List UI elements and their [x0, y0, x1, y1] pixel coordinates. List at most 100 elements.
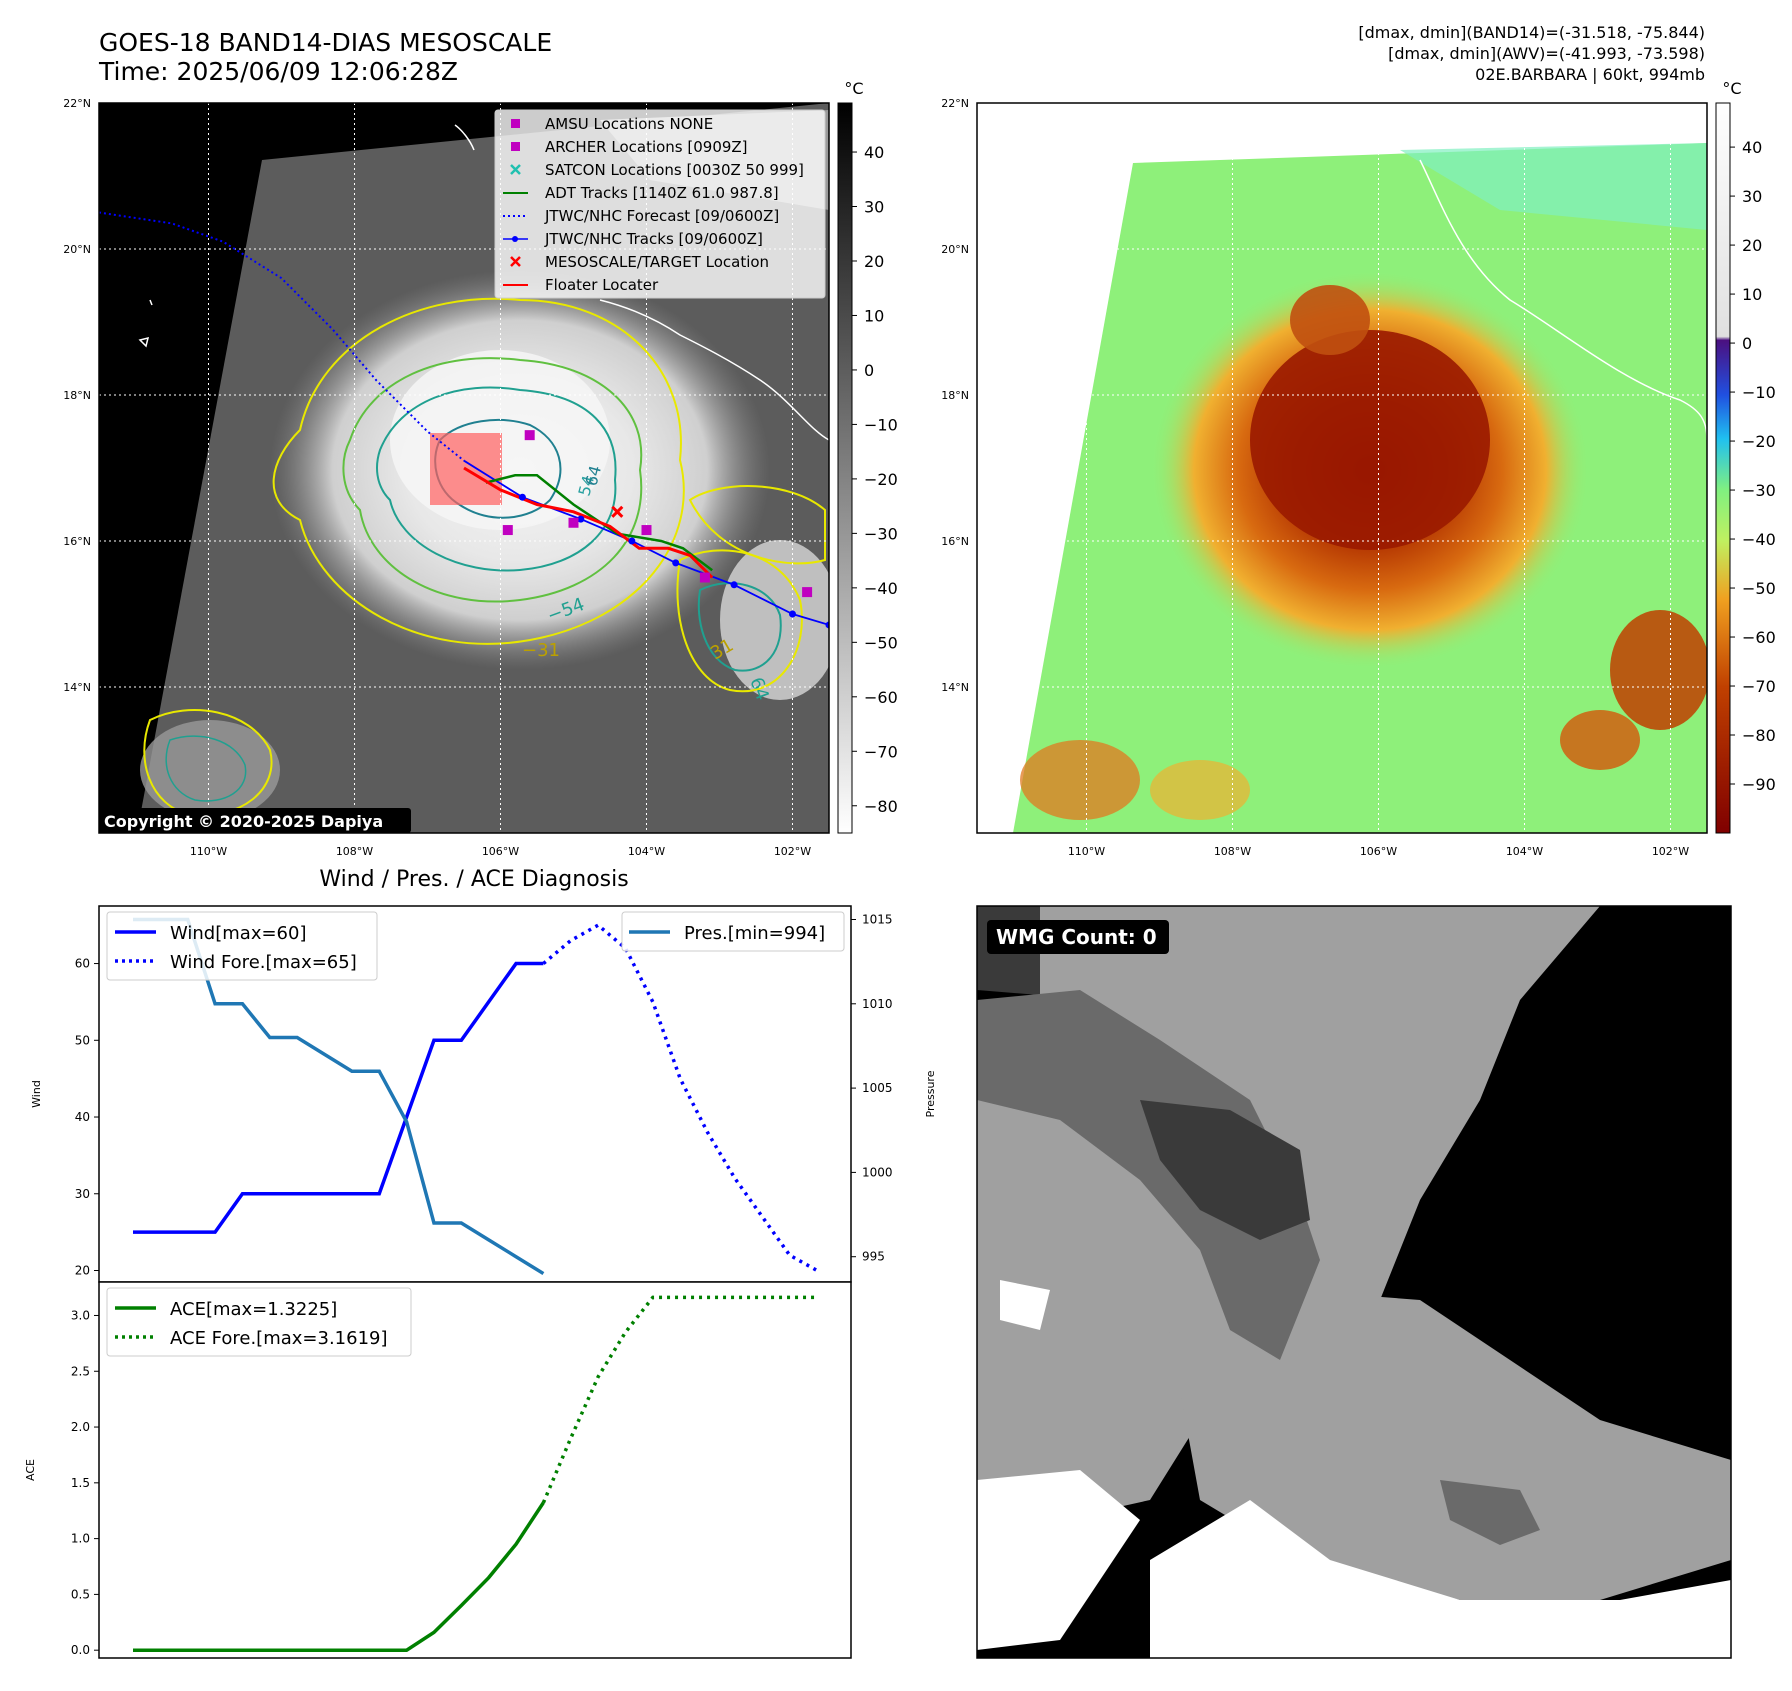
- legend-item: Floater Locater: [503, 276, 659, 294]
- wv-frame: [976, 102, 1708, 834]
- colorbar-tick-label: −80: [864, 797, 898, 816]
- legend-ace-fore: ACE Fore.[max=3.1619]: [170, 1328, 388, 1349]
- legend-label: AMSU Locations NONE: [545, 115, 713, 133]
- legend-ace: ACE[max=1.3225]: [170, 1299, 337, 1320]
- ir-markers: [502, 430, 829, 629]
- lon-tick-label: 110°W: [190, 845, 227, 858]
- wind-tick-label: 20: [75, 1263, 90, 1277]
- wmg-count: WMG Count: 0: [996, 925, 1157, 949]
- legend-box: [494, 109, 826, 299]
- lat-tick-label: 22°N: [63, 97, 91, 110]
- contour-label-64: 64: [582, 463, 606, 488]
- ir-coastline: [599, 299, 829, 441]
- lat-tick-label: 18°N: [941, 389, 969, 402]
- legend-item: AMSU Locations NONE: [511, 115, 713, 133]
- lon-tick-label: 104°W: [628, 845, 665, 858]
- contour-minus31: [272, 297, 685, 645]
- lon-tick-label: 110°W: [1068, 845, 1105, 858]
- floater-track: [463, 466, 714, 579]
- colorbar-tick-label: 0: [1742, 334, 1752, 353]
- legend-label: Floater Locater: [545, 276, 659, 294]
- series-line: [133, 961, 544, 1234]
- ace-tick-label: 0.0: [71, 1643, 90, 1657]
- colorbar-tick-label: −70: [864, 742, 898, 761]
- ace-tick-label: 2.0: [71, 1420, 90, 1434]
- archer-marker: [524, 430, 535, 441]
- wmg-panel: WMG Count: 0: [976, 905, 1732, 1659]
- lon-tick-label: 102°W: [1652, 845, 1689, 858]
- legend-wind: Wind[max=60]: [170, 923, 307, 944]
- ir-map-panel: 54 64 −31 −54 31 64 AMSU Locations NONEA…: [63, 79, 898, 858]
- lat-tick-label: 18°N: [63, 389, 91, 402]
- wmg-frame: [976, 905, 1732, 1659]
- lon-tick-label: 102°W: [774, 845, 811, 858]
- legend-label: ARCHER Locations [0909Z]: [545, 138, 748, 156]
- ace-legend: [106, 1287, 412, 1357]
- colorbar-tick-label: −10: [1742, 383, 1776, 402]
- colorbar-tick-label: −50: [864, 633, 898, 652]
- contour-label-54: 54: [575, 473, 599, 498]
- colorbar-tick-label: 20: [1742, 236, 1762, 255]
- jtwc-forecast-track: [99, 211, 465, 462]
- series-line: [133, 1501, 545, 1652]
- figure-time: Time: 2025/06/09 12:06:28Z: [98, 57, 458, 86]
- archer-marker: [802, 587, 813, 598]
- colorbar-tick-label: 20: [864, 252, 884, 271]
- archer-marker: [699, 572, 710, 583]
- ace-ylabel: ACE: [24, 1459, 37, 1481]
- archer-marker: [641, 525, 652, 536]
- colorbar-tick-label: −60: [1742, 628, 1776, 647]
- legend-item: ARCHER Locations [0909Z]: [511, 138, 748, 156]
- wv-coastline: [1419, 159, 1707, 441]
- colorbar-tick-label: 0: [864, 361, 874, 380]
- legend-label: MESOSCALE/TARGET Location: [545, 253, 769, 271]
- series-line: [541, 1295, 817, 1504]
- pressure-ylabel: Pressure: [924, 1070, 937, 1117]
- colorbar-tick-label: 30: [1742, 187, 1762, 206]
- wv-axis-labels: 22°N 20°N 18°N 16°N 14°N 110°W 108°W 106°W 104°W…: [941, 97, 1689, 858]
- ace-tick-label: 1.5: [71, 1476, 90, 1490]
- colorbar-tick-label: −50: [1742, 579, 1776, 598]
- wind-tick-label: 40: [75, 1110, 90, 1124]
- legend-item: SATCON Locations [0030Z 50 999]: [510, 161, 804, 179]
- ir-frame: [98, 102, 830, 834]
- colorbar-tick-label: 40: [1742, 138, 1762, 157]
- wv-colorbar-ticks: 40 30 20 10 0 −10 −20 −30 −40 −50 −60 −70 −80 −90: [1730, 138, 1776, 794]
- best-track-point: [730, 581, 738, 589]
- colorbar-tick-label: −80: [1742, 726, 1776, 745]
- figure-title: GOES-18 BAND14-DIAS MESOSCALE: [99, 28, 552, 57]
- wind-yticks: 20 30 40 50 60: [75, 957, 99, 1277]
- lon-tick-label: 106°W: [1360, 845, 1397, 858]
- ace-tick-label: 0.5: [71, 1587, 90, 1601]
- wind-tick-label: 60: [75, 957, 90, 971]
- legend-item: JTWC/NHC Forecast [09/0600Z]: [503, 207, 779, 225]
- lat-tick-label: 16°N: [941, 535, 969, 548]
- lat-tick-label: 14°N: [63, 681, 91, 694]
- band14-range: [dmax, dmin](BAND14)=(-31.518, -75.844): [1358, 23, 1705, 42]
- wv-colorbar: [1715, 102, 1731, 834]
- archer-marker: [502, 525, 513, 536]
- jtwc-best-track: [463, 459, 829, 626]
- lon-tick-label: 108°W: [1214, 845, 1251, 858]
- wind-ylabel: Wind: [30, 1080, 43, 1108]
- archer-marker: [568, 517, 579, 528]
- colorbar-tick-label: −90: [1742, 775, 1776, 794]
- copyright-box: [99, 808, 411, 833]
- target-marker: [611, 505, 624, 518]
- colorbar-tick-label: 30: [864, 198, 884, 217]
- pressure-legend: [621, 911, 845, 952]
- wind-legend: [106, 911, 378, 981]
- best-track-point: [825, 621, 829, 629]
- contour-minus54: [342, 357, 643, 603]
- awv-range: [dmax, dmin](AWV)=(-41.993, -73.598): [1388, 44, 1705, 63]
- pressure-tick-label: 1005: [862, 1081, 893, 1095]
- series-line: [542, 923, 818, 1273]
- best-track-point: [518, 493, 526, 501]
- wv-gridlines: [977, 103, 1707, 833]
- ir-colorbar-ticks: 40 30 20 10 0 −10 −20 −30 −40 −50 −60 −70 −80: [852, 143, 898, 816]
- legend-item: ADT Tracks [1140Z 61.0 987.8]: [503, 184, 779, 202]
- colorbar-tick-label: −40: [864, 579, 898, 598]
- colorbar-tick-label: −30: [864, 524, 898, 543]
- pressure-yticks: 995 1000 1005 1010 1015: [851, 912, 893, 1264]
- wind-tick-label: 30: [75, 1187, 90, 1201]
